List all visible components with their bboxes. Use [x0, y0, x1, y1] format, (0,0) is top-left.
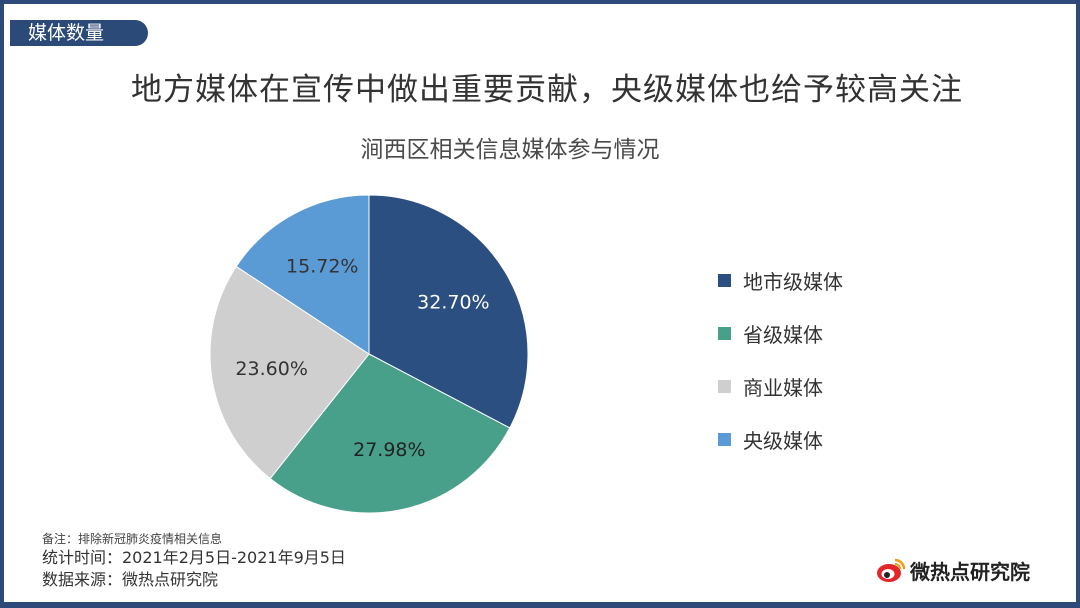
- pie-slice-4: [235, 194, 370, 355]
- legend-item-2: 省级媒体: [718, 307, 843, 360]
- pie-slice-label-2: 27.98%: [353, 439, 425, 461]
- logo-text: 微热点研究院: [910, 560, 1030, 584]
- legend-swatch: [718, 327, 731, 340]
- pie-slice-label-4: 15.72%: [286, 256, 358, 278]
- notes: 备注：排除新冠肺炎疫情相关信息 统计时间：2021年2月5日-2021年9月5日…: [42, 531, 346, 591]
- legend-label: 地市级媒体: [743, 270, 843, 294]
- pie-slice-3: [209, 265, 370, 480]
- section-tag: 媒体数量: [10, 20, 149, 46]
- legend-label: 商业媒体: [743, 376, 823, 400]
- pie-slice-2: [269, 353, 511, 514]
- headline: 地方媒体在宣传中做出重要贡献，央级媒体也给予较高关注: [131, 72, 963, 108]
- legend-label: 省级媒体: [743, 323, 823, 347]
- legend-swatch: [718, 380, 731, 393]
- legend-swatch: [718, 433, 731, 446]
- pie-slice-label-1: 32.70%: [417, 292, 489, 314]
- source-note: 数据来源：微热点研究院: [42, 570, 219, 589]
- pie-slice-1: [368, 194, 529, 429]
- remark-note: 备注：排除新冠肺炎疫情相关信息: [42, 532, 223, 546]
- logo: 微热点研究院: [876, 556, 1030, 585]
- legend-item-1: 地市级媒体: [718, 254, 843, 307]
- period-note: 统计时间：2021年2月5日-2021年9月5日: [42, 548, 346, 567]
- legend-swatch: [718, 274, 731, 287]
- legend-item-3: 商业媒体: [718, 360, 843, 413]
- legend-label: 央级媒体: [743, 429, 823, 453]
- chart-legend: 地市级媒体省级媒体商业媒体央级媒体: [718, 254, 843, 466]
- legend-item-4: 央级媒体: [718, 413, 843, 466]
- chart-title: 涧西区相关信息媒体参与情况: [360, 137, 660, 163]
- weibo-eye-icon: [877, 558, 906, 582]
- pie-slice-label-3: 23.60%: [235, 358, 307, 380]
